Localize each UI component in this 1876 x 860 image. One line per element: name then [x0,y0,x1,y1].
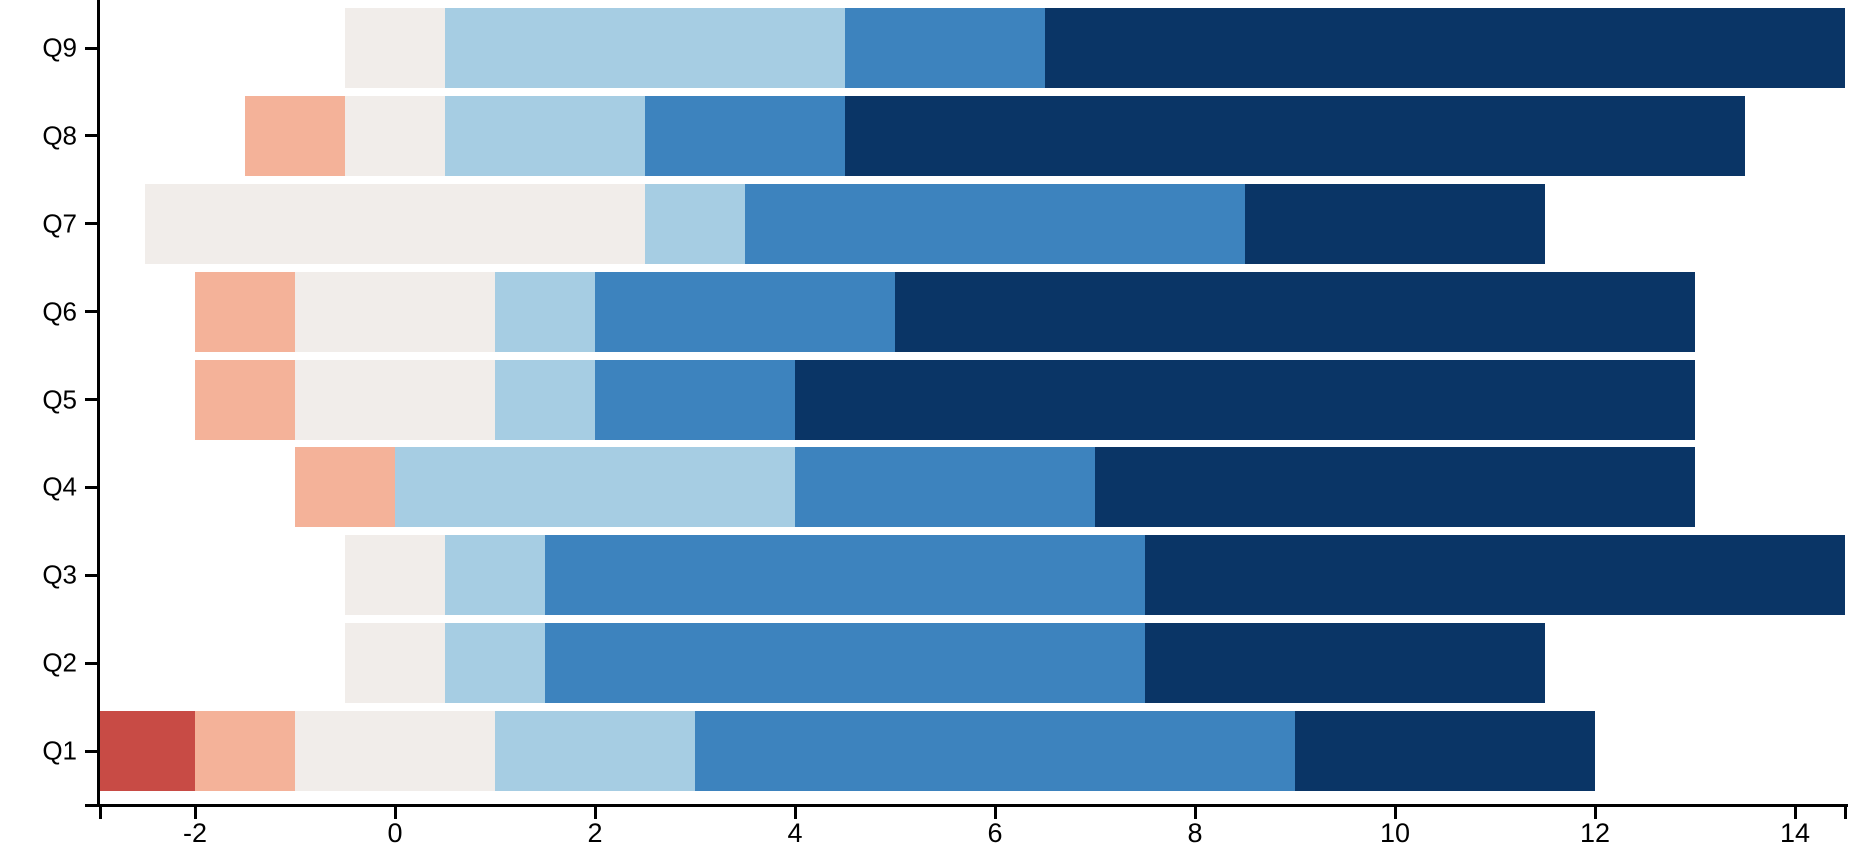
x-axis-tick-12 [1593,807,1597,819]
bar-segment-q1-neg [195,711,295,791]
x-axis-end-tick-left [98,807,102,819]
x-axis-tick-label-10: 10 [1379,818,1411,848]
bar-segment-q3-pos_low [445,535,545,616]
y-axis-tick-q8 [85,134,100,138]
bar-segment-q2-pos_low [445,623,545,704]
bar-segment-q6-neg [195,271,295,352]
y-axis-tick-q2 [85,661,100,665]
bar-segment-q7-pos_low [645,183,745,264]
y-axis-label-q4: Q4 [42,471,77,502]
y-axis-label-q3: Q3 [42,559,77,590]
bar-segment-q3-pos_mid [545,535,1145,616]
bar-segment-q1-neutral [295,711,495,791]
x-axis-line [85,804,1848,807]
x-axis-tick-6 [993,807,997,819]
bar-segment-q8-neg [245,95,345,176]
y-axis-label-q9: Q9 [42,32,77,63]
bar-segment-q5-neg [195,359,295,440]
bar-segment-q6-neutral [295,271,495,352]
bar-segment-q7-pos_high [1245,183,1545,264]
bar-segment-q8-pos_high [845,95,1745,176]
x-axis-tick-label-0: 0 [387,818,403,848]
y-axis-label-q6: Q6 [42,296,77,327]
bar-segment-q5-pos_high [795,359,1695,440]
bar-segment-q9-pos_high [1045,8,1845,88]
y-axis-tick-q3 [85,573,100,577]
x-axis-tick-label-6: 6 [987,818,1003,848]
x-axis-tick-label-4: 4 [787,818,803,848]
x-axis-tick-label-12: 12 [1579,818,1611,848]
x-axis-end-tick-right [1843,807,1847,819]
bar-segment-q1-pos_low [495,711,695,791]
x-axis-tick-4 [793,807,797,819]
y-axis-tick-q9 [85,46,100,50]
bar-segment-q6-pos_low [495,271,595,352]
bar-segment-q9-pos_mid [845,8,1045,88]
bar-segment-q3-pos_high [1145,535,1845,616]
x-axis-tick-label--2: -2 [182,818,208,848]
bar-segment-q9-pos_low [445,8,845,88]
bar-segment-q8-neutral [345,95,445,176]
bar-segment-q3-neutral [345,535,445,616]
x-axis-tick-8 [1193,807,1197,819]
bar-segment-q2-pos_high [1145,623,1545,704]
x-axis-tick-label-2: 2 [587,818,603,848]
y-axis-tick-q1 [85,749,100,753]
bar-segment-q4-pos_high [1095,447,1695,528]
y-axis-label-q2: Q2 [42,647,77,678]
bar-segment-q1-neg_strong [100,711,195,791]
x-axis-tick-10 [1393,807,1397,819]
y-axis-label-q5: Q5 [42,384,77,414]
bar-segment-q4-neg [295,447,395,528]
x-axis-tick-14 [1793,807,1797,819]
y-axis-line [97,0,100,807]
bar-segment-q4-pos_low [395,447,795,528]
bar-segment-q8-pos_low [445,95,645,176]
bar-segment-q7-pos_mid [745,183,1245,264]
bar-segment-q5-pos_mid [595,359,795,440]
bar-segment-q4-pos_mid [795,447,1095,528]
y-axis-label-q8: Q8 [42,120,77,151]
bar-segment-q8-pos_mid [645,95,845,176]
bar-segment-q5-pos_low [495,359,595,440]
bar-segment-q6-pos_high [895,271,1695,352]
bar-segment-q2-neutral [345,623,445,704]
y-axis-tick-q7 [85,222,100,226]
bar-segment-q2-pos_mid [545,623,1145,704]
x-axis-tick-2 [593,807,597,819]
y-axis-label-q1: Q1 [42,735,77,766]
y-axis-label-q7: Q7 [42,208,77,239]
bar-segment-q9-neutral [345,8,445,88]
y-axis-tick-q5 [85,398,100,401]
bar-segment-q7-neutral [145,183,645,264]
x-axis-tick-label-8: 8 [1187,818,1203,848]
x-axis-tick-0 [393,807,397,819]
bar-segment-q1-pos_mid [695,711,1295,791]
y-axis-tick-q4 [85,485,100,489]
bar-segment-q1-pos_high [1295,711,1595,791]
x-axis-tick-label-14: 14 [1779,818,1811,848]
bar-segment-q5-neutral [295,359,495,440]
y-axis-tick-q6 [85,310,100,314]
bar-segment-q6-pos_mid [595,271,895,352]
x-axis-tick--2 [193,807,197,819]
